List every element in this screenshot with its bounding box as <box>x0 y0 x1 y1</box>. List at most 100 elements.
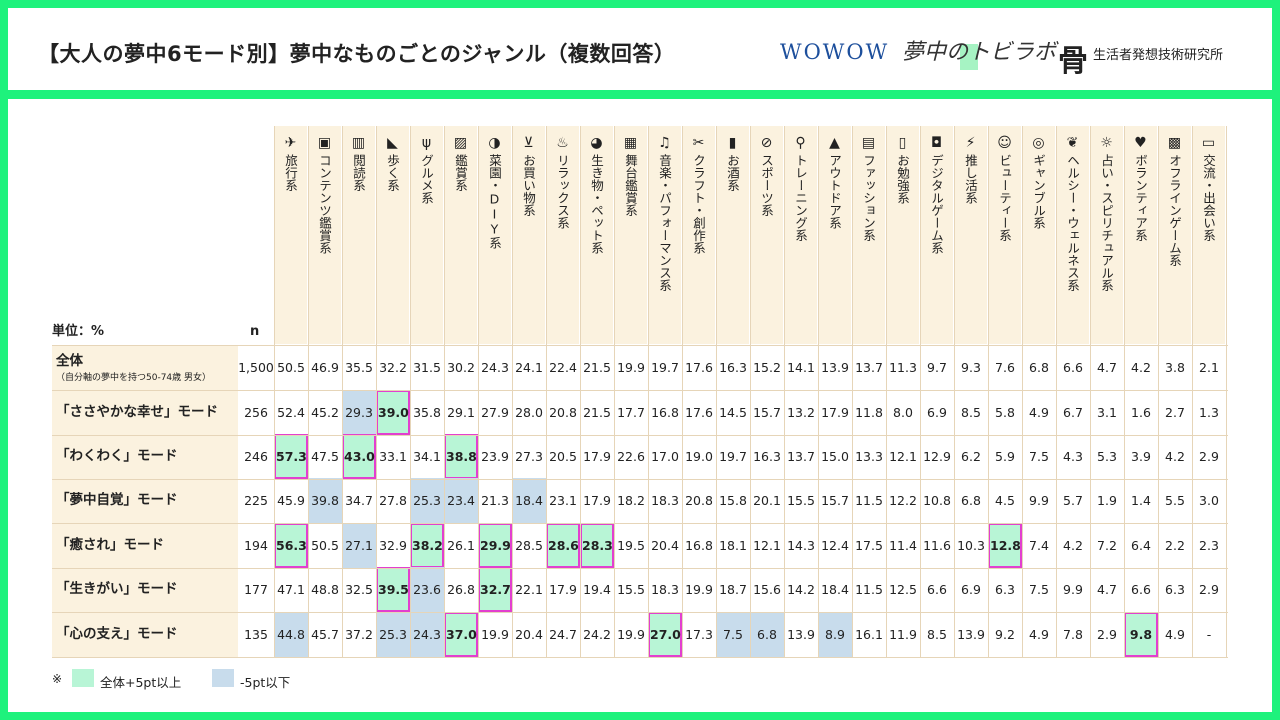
table-cell: 20.8 <box>549 405 577 420</box>
table-cell: 32.5 <box>345 582 373 597</box>
table-cell: 31.5 <box>413 360 441 375</box>
table-cell: 7.5 <box>1029 449 1049 464</box>
hakuhodo-logo-text: 生活者発想技術研究所 <box>1093 48 1224 63</box>
table-cell: 22.4 <box>549 360 577 375</box>
table-cell: 52.4 <box>277 405 305 420</box>
table-cell: 18.3 <box>651 582 679 597</box>
table-cell: 23.6 <box>410 567 444 612</box>
row-label: 全体 <box>56 353 83 369</box>
grid-line-vertical <box>920 126 921 658</box>
table-cell: 15.8 <box>719 493 747 508</box>
table-cell: 13.9 <box>787 627 815 642</box>
table-cell: 45.2 <box>311 405 339 420</box>
table-cell: 11.5 <box>855 582 883 597</box>
table-cell: 4.9 <box>1029 627 1049 642</box>
table-cell: 5.9 <box>995 449 1015 464</box>
table-cell: 28.3 <box>580 523 614 568</box>
table-cell: 18.1 <box>719 538 747 553</box>
column-header-26: ♥ ボランティア系 <box>1124 126 1158 344</box>
table-cell: 6.8 <box>750 612 784 657</box>
grid-line-vertical <box>1090 126 1091 658</box>
grid-line-vertical <box>342 126 343 658</box>
table-cell: 10.8 <box>923 493 951 508</box>
shirt-icon: ▤ <box>861 135 876 151</box>
grid-line-vertical <box>1158 126 1159 658</box>
table-cell: 27.8 <box>379 493 407 508</box>
table-cell: 17.0 <box>651 449 679 464</box>
column-header-16: ⚲ トレーニング系 <box>784 126 818 344</box>
column-header-label: お買い物系 <box>521 154 536 217</box>
table-cell: 43.0 <box>342 434 376 479</box>
column-header-label: リラックス系 <box>555 154 570 229</box>
column-header-label: ファッション系 <box>861 154 876 242</box>
table-cell: 32.9 <box>379 538 407 553</box>
table-cell: 2.9 <box>1097 627 1117 642</box>
grid-line-vertical <box>410 126 411 658</box>
column-header-12: ♫ 音楽・パフォーマンス系 <box>648 126 682 344</box>
table-cell: 14.3 <box>787 538 815 553</box>
table-cell: 16.1 <box>855 627 883 642</box>
column-header-28: ▭ 交流・出会い系 <box>1192 126 1226 344</box>
table-cell: - <box>1206 627 1212 642</box>
table-cell: 11.5 <box>855 493 883 508</box>
table-cell: 29.1 <box>447 405 475 420</box>
table-cell: 19.9 <box>617 627 645 642</box>
table-cell: 12.1 <box>753 538 781 553</box>
table-cell: 15.7 <box>821 493 849 508</box>
grid-line-vertical <box>1124 126 1125 658</box>
table-cell: 20.5 <box>549 449 577 464</box>
table-cell: 6.3 <box>995 582 1015 597</box>
column-header-27: ▩ オフラインゲーム系 <box>1158 126 1192 344</box>
grid-line-vertical <box>886 126 887 658</box>
column-header-label: お酒系 <box>725 154 740 192</box>
table-cell: 24.7 <box>549 627 577 642</box>
table-cell: 25.3 <box>376 612 410 657</box>
table-cell: 6.9 <box>961 582 981 597</box>
table-cell: 38.2 <box>410 523 444 568</box>
table-cell: 33.1 <box>379 449 407 464</box>
table-cell: 10.3 <box>957 538 985 553</box>
runner-icon: ⚲ <box>795 135 806 151</box>
table-cell: 39.0 <box>376 390 410 435</box>
table-cell: 25.3 <box>410 478 444 523</box>
table-cell: 17.9 <box>821 405 849 420</box>
grid-line-vertical <box>580 126 581 658</box>
table-cell: 29.9 <box>478 523 512 568</box>
scissors-icon: ✂ <box>692 135 705 151</box>
film-icon: ▣ <box>317 135 332 151</box>
table-cell: 7.4 <box>1029 538 1049 553</box>
table-cell: 11.4 <box>889 538 917 553</box>
table-cell: 4.3 <box>1063 449 1083 464</box>
column-header-7: ◑ 菜園・DIY系 <box>478 126 512 344</box>
table-cell: 24.3 <box>410 612 444 657</box>
frame-border-bottom <box>0 712 1280 720</box>
table-cell: 3.0 <box>1199 493 1219 508</box>
table-cell: 17.6 <box>685 405 713 420</box>
grid-line-vertical <box>818 126 819 658</box>
grid-line-vertical <box>784 126 785 658</box>
column-header-label: スポーツ系 <box>759 154 774 217</box>
grid-line-horizontal <box>52 479 1228 480</box>
grid-line-vertical <box>444 126 445 658</box>
grid-line-vertical <box>546 126 547 658</box>
table-cell: 6.4 <box>1131 538 1151 553</box>
column-header-label: 鑑賞系 <box>453 154 468 192</box>
table-cell: 20.4 <box>515 627 543 642</box>
table-cell: 5.8 <box>995 405 1015 420</box>
grid-line-horizontal <box>52 345 1228 346</box>
column-header-15: ⊘ スポーツ系 <box>750 126 784 344</box>
table-cell: 57.3 <box>274 434 308 479</box>
row-label: 「生きがい」モード <box>56 581 178 597</box>
table-cell: 1.6 <box>1131 405 1151 420</box>
column-header-25: ☼ 占い・スピリチュアル系 <box>1090 126 1124 344</box>
column-header-11: ▦ 舞台鑑賞系 <box>614 126 648 344</box>
table-cell: 11.6 <box>923 538 951 553</box>
wowow-logo: WOWOW <box>780 40 890 64</box>
table-cell: 20.4 <box>651 538 679 553</box>
table-cell: 23.1 <box>549 493 577 508</box>
table-cell: 11.8 <box>855 405 883 420</box>
table-cell: 3.1 <box>1097 405 1117 420</box>
table-cell: 26.8 <box>447 582 475 597</box>
column-header-label: 菜園・DIY系 <box>487 154 502 249</box>
table-cell: 28.6 <box>546 523 580 568</box>
